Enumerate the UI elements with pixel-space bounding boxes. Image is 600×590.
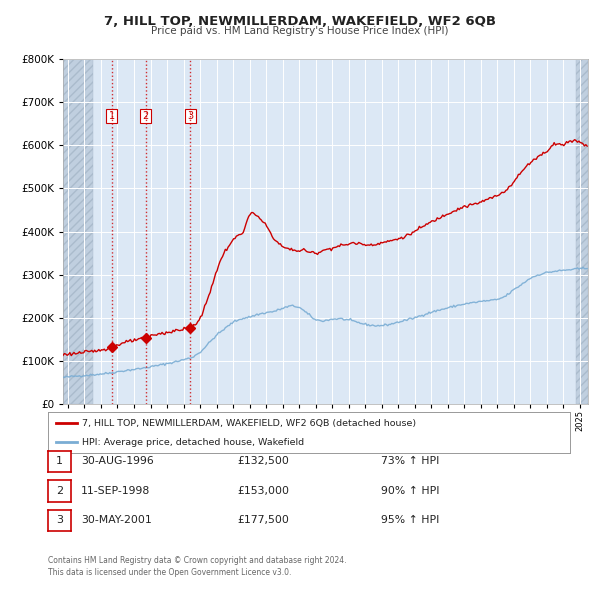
Text: 3: 3 xyxy=(187,111,193,121)
Text: 73% ↑ HPI: 73% ↑ HPI xyxy=(381,457,439,466)
Bar xyxy=(63,59,93,404)
Text: £177,500: £177,500 xyxy=(237,516,289,525)
Text: Price paid vs. HM Land Registry's House Price Index (HPI): Price paid vs. HM Land Registry's House … xyxy=(151,26,449,36)
Bar xyxy=(577,59,588,404)
Text: 7, HILL TOP, NEWMILLERDAM, WAKEFIELD, WF2 6QB (detached house): 7, HILL TOP, NEWMILLERDAM, WAKEFIELD, WF… xyxy=(82,419,416,428)
Text: 7, HILL TOP, NEWMILLERDAM, WAKEFIELD, WF2 6QB: 7, HILL TOP, NEWMILLERDAM, WAKEFIELD, WF… xyxy=(104,15,496,28)
Text: 30-AUG-1996: 30-AUG-1996 xyxy=(81,457,154,466)
Text: 1: 1 xyxy=(109,111,115,121)
Text: 2: 2 xyxy=(56,486,63,496)
Text: 3: 3 xyxy=(56,516,63,525)
Text: 30-MAY-2001: 30-MAY-2001 xyxy=(81,516,152,525)
Text: Contains HM Land Registry data © Crown copyright and database right 2024.: Contains HM Land Registry data © Crown c… xyxy=(48,556,347,565)
Text: 95% ↑ HPI: 95% ↑ HPI xyxy=(381,516,439,525)
Text: 90% ↑ HPI: 90% ↑ HPI xyxy=(381,486,439,496)
Text: 1: 1 xyxy=(56,457,63,466)
Text: £132,500: £132,500 xyxy=(237,457,289,466)
Text: This data is licensed under the Open Government Licence v3.0.: This data is licensed under the Open Gov… xyxy=(48,568,292,577)
Text: 11-SEP-1998: 11-SEP-1998 xyxy=(81,486,150,496)
Text: HPI: Average price, detached house, Wakefield: HPI: Average price, detached house, Wake… xyxy=(82,438,304,447)
Text: 2: 2 xyxy=(142,111,149,121)
Text: £153,000: £153,000 xyxy=(237,486,289,496)
